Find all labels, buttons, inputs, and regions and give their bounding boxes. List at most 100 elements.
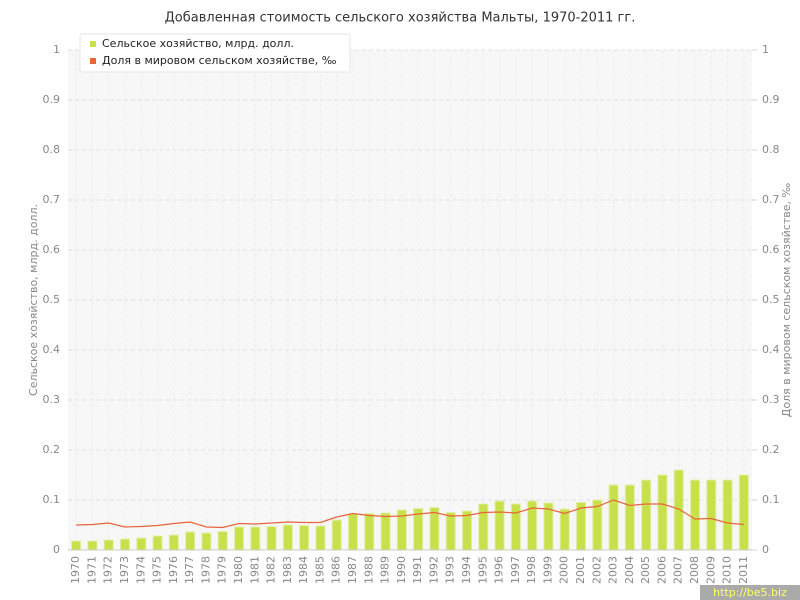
legend: Сельское хозяйство, млрд. долл. Доля в ми… bbox=[79, 33, 351, 73]
y2-tick-label: 0.8 bbox=[762, 143, 780, 156]
x-tick-label: 1990 bbox=[395, 556, 408, 584]
bar bbox=[592, 499, 603, 551]
x-tick-label: 1984 bbox=[297, 556, 310, 584]
x-tick-label: 2010 bbox=[721, 556, 734, 584]
bar bbox=[315, 525, 326, 551]
bar bbox=[559, 508, 570, 551]
y-tick-label: 0 bbox=[53, 543, 60, 556]
x-tick-label: 1970 bbox=[69, 556, 82, 584]
bar bbox=[706, 479, 717, 551]
bar bbox=[445, 512, 456, 551]
x-tick-label: 1976 bbox=[167, 556, 180, 584]
x-tick-label: 1982 bbox=[265, 556, 278, 584]
y2-tick-label: 0.1 bbox=[762, 493, 780, 506]
y2-tick-label: 0.6 bbox=[762, 243, 780, 256]
legend-marker bbox=[90, 58, 96, 64]
y-tick-label: 0.3 bbox=[43, 393, 61, 406]
x-tick-label: 1985 bbox=[313, 556, 326, 584]
x-tick-label: 1993 bbox=[444, 556, 457, 584]
x-tick-label: 2011 bbox=[737, 556, 750, 584]
legend-label: Доля в мировом сельском хозяйстве, ‰ bbox=[102, 54, 337, 67]
x-tick-label: 1983 bbox=[281, 556, 294, 584]
bar bbox=[250, 526, 261, 551]
y-tick-label: 0.9 bbox=[43, 93, 61, 106]
x-tick-label: 2002 bbox=[590, 556, 603, 584]
y-tick-label: 1 bbox=[53, 43, 60, 56]
bar bbox=[217, 531, 228, 551]
legend-box bbox=[79, 33, 351, 73]
x-tick-label: 1997 bbox=[509, 556, 522, 584]
x-tick-label: 2007 bbox=[672, 556, 685, 584]
x-tick-label: 1996 bbox=[493, 556, 506, 584]
x-tick-label: 1977 bbox=[183, 556, 196, 584]
x-tick-label: 2006 bbox=[655, 556, 668, 584]
x-tick-label: 1987 bbox=[346, 556, 359, 584]
bar bbox=[510, 503, 521, 551]
bar bbox=[722, 479, 733, 551]
legend-label: Сельское хозяйство, млрд. долл. bbox=[102, 37, 294, 50]
bar bbox=[478, 503, 489, 551]
x-tick-label: 2003 bbox=[607, 556, 620, 584]
x-tick-label: 1981 bbox=[248, 556, 261, 584]
y2-tick-label: 0 bbox=[762, 543, 769, 556]
x-tick-label: 2000 bbox=[558, 556, 571, 584]
y2-axis-label: Доля в мировом сельском хозяйстве, ‰ bbox=[780, 183, 793, 418]
y-tick-label: 0.1 bbox=[43, 493, 61, 506]
x-tick-label: 1989 bbox=[379, 556, 392, 584]
bar bbox=[233, 526, 245, 551]
bar bbox=[71, 540, 82, 551]
bar bbox=[201, 532, 212, 551]
bar bbox=[641, 479, 652, 551]
bar bbox=[429, 507, 440, 551]
line bbox=[76, 499, 744, 529]
bar bbox=[152, 535, 163, 551]
x-tick-label: 1998 bbox=[525, 556, 538, 584]
bar bbox=[185, 531, 196, 551]
y2-tick-label: 0.9 bbox=[762, 93, 780, 106]
bar bbox=[282, 524, 293, 551]
x-tick-label: 2008 bbox=[688, 556, 701, 584]
bar bbox=[380, 512, 391, 551]
bar bbox=[608, 484, 619, 551]
bar bbox=[738, 474, 749, 551]
y-tick-label: 0.6 bbox=[43, 243, 61, 256]
y-tick-label: 0.7 bbox=[43, 193, 61, 206]
bar bbox=[364, 513, 375, 551]
x-tick-label: 2004 bbox=[623, 556, 636, 584]
x-tick-label: 1972 bbox=[102, 556, 115, 584]
bar bbox=[657, 474, 668, 551]
y2-tick-label: 0.3 bbox=[762, 393, 780, 406]
x-tick-label: 2005 bbox=[639, 556, 652, 584]
y2-tick-label: 0.7 bbox=[762, 193, 780, 206]
x-tick-label: 1986 bbox=[330, 556, 343, 584]
y2-tick-label: 0.5 bbox=[762, 293, 780, 306]
bar bbox=[266, 526, 277, 551]
x-tick-label: 2001 bbox=[574, 556, 587, 584]
x-tick-label: 1978 bbox=[199, 556, 212, 584]
y-axis-label: Сельское хозяйство, млрд. долл. bbox=[27, 204, 40, 396]
bar bbox=[461, 510, 473, 551]
x-tick-label: 1973 bbox=[118, 556, 131, 584]
x-tick-label: 1980 bbox=[232, 556, 245, 584]
y-tick-label: 0.8 bbox=[43, 143, 61, 156]
x-tick-label: 1999 bbox=[541, 556, 554, 584]
x-tick-label: 1992 bbox=[427, 556, 440, 584]
x-tick-label: 1988 bbox=[362, 556, 375, 584]
x-tick-label: 2009 bbox=[704, 556, 717, 584]
bar bbox=[87, 540, 98, 551]
x-tick-label: 1979 bbox=[216, 556, 229, 584]
y-tick-label: 0.2 bbox=[43, 443, 61, 456]
watermark-bg bbox=[700, 585, 800, 600]
x-tick-label: 1995 bbox=[476, 556, 489, 584]
x-tick-label: 1994 bbox=[460, 556, 473, 584]
bar bbox=[168, 534, 179, 551]
bar bbox=[673, 469, 684, 551]
bar bbox=[494, 500, 505, 551]
chart-title: Добавленная стоимость сельского хозяйств… bbox=[165, 11, 636, 26]
x-tick-label: 1974 bbox=[134, 556, 147, 584]
x-tick-label: 1991 bbox=[411, 556, 424, 584]
bar bbox=[136, 537, 147, 551]
y2-tick-label: 0.2 bbox=[762, 443, 780, 456]
